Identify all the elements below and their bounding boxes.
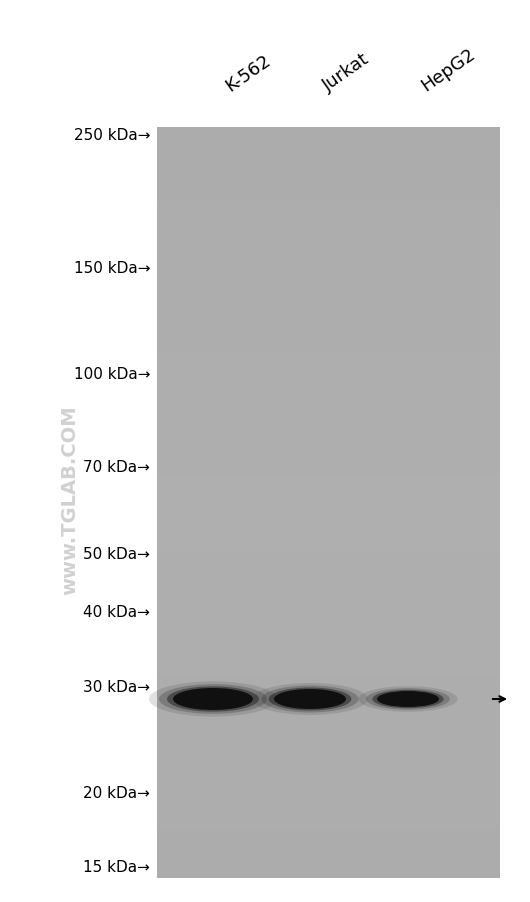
- Bar: [157, 428, 500, 454]
- Text: Jurkat: Jurkat: [320, 51, 373, 95]
- Bar: [157, 253, 500, 279]
- Ellipse shape: [366, 688, 450, 710]
- Ellipse shape: [261, 686, 359, 713]
- Bar: [157, 528, 500, 554]
- Bar: [157, 502, 500, 529]
- Bar: [157, 278, 500, 304]
- Text: 40 kDa→: 40 kDa→: [83, 604, 150, 620]
- Bar: [157, 203, 500, 229]
- Bar: [157, 327, 500, 354]
- Bar: [157, 778, 500, 803]
- Bar: [157, 727, 500, 753]
- Ellipse shape: [377, 691, 439, 707]
- Bar: [157, 752, 500, 778]
- Bar: [157, 378, 500, 403]
- Bar: [157, 827, 500, 853]
- Bar: [157, 402, 500, 428]
- Ellipse shape: [167, 686, 259, 712]
- Bar: [157, 577, 500, 603]
- Text: K-562: K-562: [222, 51, 274, 95]
- Bar: [157, 627, 500, 653]
- Bar: [157, 552, 500, 578]
- Bar: [157, 703, 500, 728]
- Bar: [157, 128, 500, 154]
- Bar: [157, 353, 500, 379]
- Ellipse shape: [274, 689, 346, 709]
- Ellipse shape: [269, 687, 351, 711]
- Ellipse shape: [358, 686, 457, 712]
- Bar: [157, 852, 500, 878]
- Bar: [157, 802, 500, 828]
- Text: 70 kDa→: 70 kDa→: [83, 459, 150, 474]
- Bar: [157, 178, 500, 204]
- Bar: [157, 303, 500, 328]
- Bar: [157, 152, 500, 179]
- Text: 15 kDa→: 15 kDa→: [83, 860, 150, 875]
- Text: www.TGLAB.COM: www.TGLAB.COM: [60, 405, 80, 594]
- Text: HepG2: HepG2: [418, 45, 479, 95]
- Bar: [157, 453, 500, 478]
- Text: 150 kDa→: 150 kDa→: [74, 261, 150, 276]
- Bar: [157, 128, 500, 877]
- Bar: [157, 227, 500, 253]
- Ellipse shape: [159, 685, 267, 714]
- Bar: [157, 477, 500, 503]
- Text: 100 kDa→: 100 kDa→: [74, 366, 150, 382]
- Text: 20 kDa→: 20 kDa→: [83, 785, 150, 800]
- Text: 50 kDa→: 50 kDa→: [83, 547, 150, 562]
- Bar: [157, 677, 500, 704]
- Bar: [157, 652, 500, 678]
- Text: 250 kDa→: 250 kDa→: [74, 128, 150, 143]
- Ellipse shape: [252, 683, 368, 715]
- Text: 30 kDa→: 30 kDa→: [83, 679, 150, 695]
- Bar: [157, 603, 500, 629]
- Ellipse shape: [373, 690, 444, 708]
- Ellipse shape: [173, 688, 253, 710]
- Ellipse shape: [149, 682, 277, 717]
